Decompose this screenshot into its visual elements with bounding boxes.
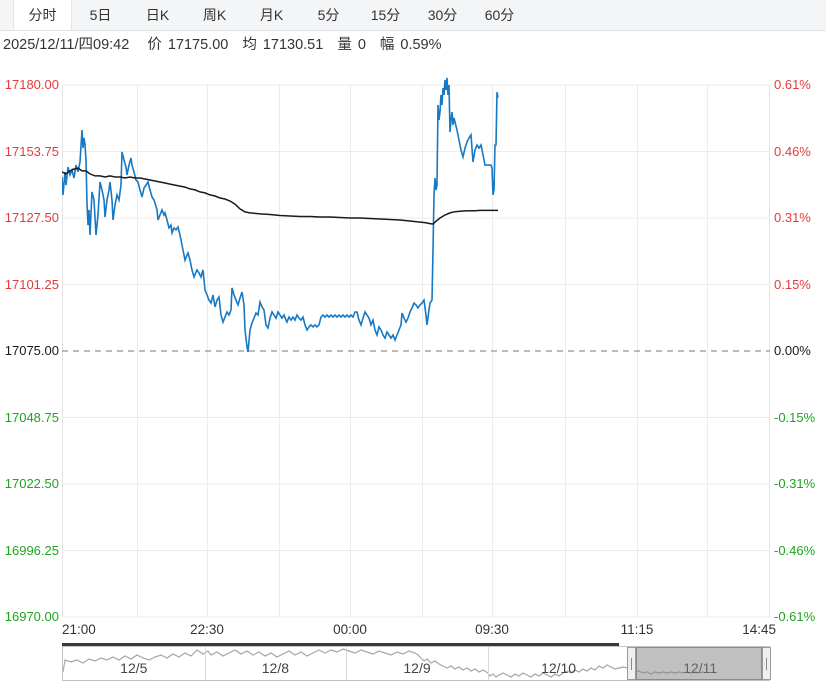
period-tab-bar: 分时 5日 日K 周K 月K 5分 15分 30分 60分	[0, 0, 826, 31]
navigator-section-divider	[487, 647, 489, 680]
navigator-date-12-8[interactable]: 12/8	[261, 660, 290, 676]
percent-axis-label: 0.31%	[774, 210, 811, 225]
tab-60min[interactable]: 60分	[484, 7, 515, 23]
navigator-selected-range[interactable]	[636, 647, 762, 680]
time-axis-label: 00:00	[333, 622, 367, 637]
price-axis-label: 17048.75	[4, 409, 59, 425]
navigator-section-divider	[346, 647, 348, 680]
intraday-chart-plot[interactable]	[62, 60, 770, 620]
percent-axis-label: 0.15%	[774, 276, 811, 292]
percent-axis-label: -0.15%	[774, 409, 816, 425]
tab-time-share[interactable]: 分时	[13, 0, 72, 30]
tab-monthly-k[interactable]: 月K	[259, 7, 284, 23]
percent-axis-label: -0.46%	[774, 542, 816, 558]
navigator-date-12-9[interactable]: 12/9	[403, 660, 431, 676]
tab-5day[interactable]: 5日	[89, 7, 112, 23]
average-line	[62, 167, 498, 225]
percent-axis-label: -0.31%	[774, 476, 816, 491]
percent-axis-label: -0.61%	[774, 609, 816, 624]
navigator-right-handle[interactable]	[762, 647, 771, 680]
quote-field-value: 0	[357, 37, 366, 53]
price-axis-label: 17022.50	[4, 476, 59, 491]
price-line	[62, 77, 499, 353]
price-axis-label: 17180.00	[4, 77, 59, 92]
navigator-section-divider	[204, 647, 206, 680]
tab-5min[interactable]: 5分	[317, 7, 340, 23]
navigator-date-12-5[interactable]: 12/5	[120, 660, 148, 676]
price-axis-label: 16970.00	[4, 609, 59, 624]
time-axis-label: 09:30	[475, 622, 509, 637]
time-axis-label: 22:30	[190, 622, 224, 637]
date-range-navigator[interactable]: 12/512/812/912/1012/11	[62, 646, 771, 681]
quote-field-value: 17130.51	[262, 37, 324, 53]
time-axis-label: 14:45	[742, 622, 776, 637]
quote-field-value: 0.59%	[400, 37, 442, 53]
quote-field-label: 量	[337, 37, 352, 53]
time-axis-label: 21:00	[62, 622, 96, 637]
tab-30min[interactable]: 30分	[427, 7, 458, 23]
price-axis-label: 17153.75	[4, 143, 59, 159]
price-axis-label: 17127.50	[4, 210, 59, 225]
navigator-sparkline	[63, 648, 705, 678]
navigator-left-handle[interactable]	[627, 647, 636, 680]
tab-15min[interactable]: 15分	[370, 7, 401, 23]
price-axis-label: 17101.25	[4, 276, 59, 292]
quote-field-value: 17175.00	[167, 37, 229, 53]
quote-field-label: 价	[147, 37, 162, 53]
price-axis-label: 16996.25	[4, 542, 59, 558]
price-axis-label: 17075.00	[4, 343, 59, 358]
quote-datetime: 2025/12/11/四09:42	[3, 37, 130, 53]
quote-field-label: 幅	[379, 37, 395, 53]
navigator-date-12-10[interactable]: 12/10	[541, 660, 577, 676]
navigator-progress-bar	[62, 643, 619, 646]
tab-weekly-k[interactable]: 周K	[202, 7, 227, 23]
time-axis-label: 11:15	[620, 622, 654, 637]
quote-field-label: 均	[242, 37, 257, 53]
percent-axis-label: 0.46%	[774, 143, 811, 159]
quote-info-bar: 2025/12/11/四09:42 价 17175.00 均 17130.51 量 0 幅 0…	[3, 31, 823, 59]
sparkline-path	[63, 648, 705, 678]
percent-axis-label: 0.00%	[774, 343, 811, 358]
tab-daily-k[interactable]: 日K	[145, 7, 170, 23]
percent-axis-label: 0.61%	[774, 77, 811, 92]
